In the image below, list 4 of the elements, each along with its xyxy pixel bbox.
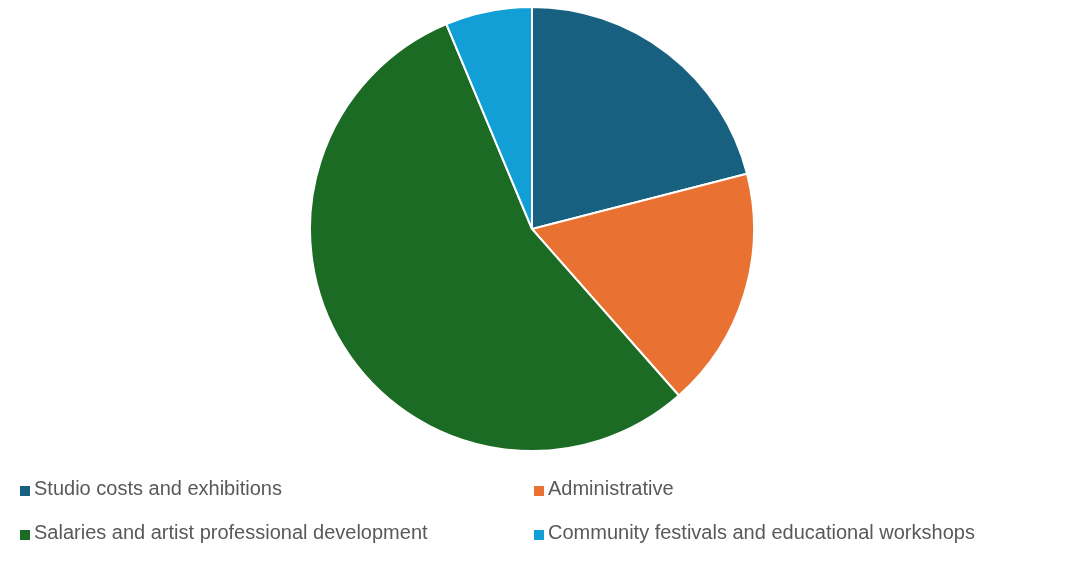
legend-label: Studio costs and exhibitions [34,476,283,501]
legend-label: Community festivals and educational workshops [548,520,976,545]
legend-label: Administrative [548,476,675,501]
legend-label: Salaries and artist professional development [34,520,429,545]
